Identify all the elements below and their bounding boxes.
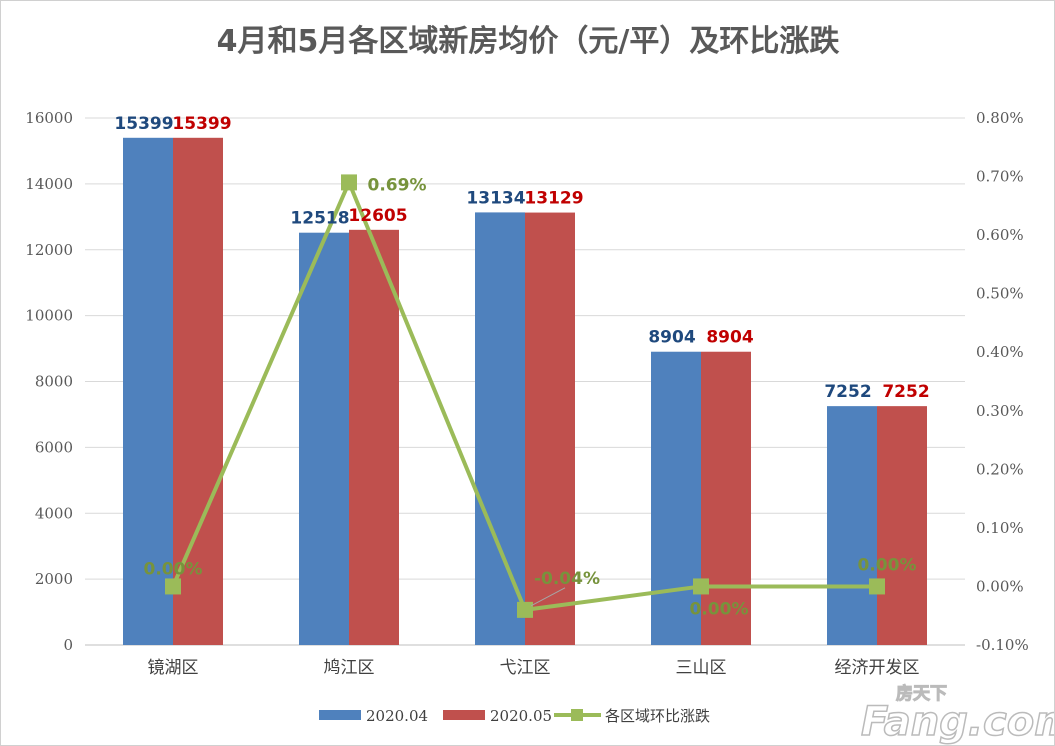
bar-2020.04: [299, 232, 349, 646]
bar-data-label: 12605: [348, 206, 407, 226]
category-label: 鸠江区: [324, 658, 375, 678]
watermark-sub: 房天下: [896, 683, 947, 704]
bar-data-label: 15399: [114, 114, 173, 134]
line-data-label: 0.00%: [690, 599, 749, 619]
left-tick-label: 6000: [35, 438, 73, 456]
left-tick-label: 10000: [25, 307, 73, 325]
left-tick-label: 0: [63, 636, 73, 654]
line-data-label: -0.04%: [534, 569, 600, 589]
bar-2020.04: [651, 351, 701, 645]
line-data-label: 0.00%: [144, 559, 203, 579]
category-label: 三山区: [676, 658, 727, 678]
bar-data-label: 13134: [466, 188, 525, 208]
category-label: 弋江区: [500, 658, 551, 678]
right-tick-label: 0.40%: [976, 343, 1024, 361]
left-tick-label: 4000: [35, 504, 73, 522]
left-tick-label: 2000: [35, 570, 73, 588]
right-tick-label: 0.70%: [976, 168, 1024, 186]
leader-line: [530, 587, 566, 607]
right-tick-label: 0.10%: [976, 519, 1024, 537]
category-label: 经济开发区: [835, 658, 920, 678]
legend-swatch-2020-05: [443, 710, 485, 720]
left-tick-label: 8000: [35, 373, 73, 391]
right-tick-label: 0.30%: [976, 402, 1024, 420]
bar-2020.05: [701, 351, 751, 645]
bar-2020.05: [173, 137, 223, 645]
line-marker: [693, 578, 709, 595]
left-tick-label: 16000: [25, 109, 73, 127]
bar-data-label: 7252: [824, 382, 871, 402]
bar-data-label: 13129: [524, 189, 583, 209]
watermark-logo: Fang.com: [861, 699, 1055, 745]
bar-data-label: 8904: [648, 328, 695, 348]
right-tick-label: 0.50%: [976, 285, 1024, 303]
line-data-label: 0.69%: [368, 175, 427, 195]
bar-2020.05: [525, 212, 575, 645]
line-marker: [517, 601, 533, 618]
right-tick-label: 0.80%: [976, 109, 1024, 127]
legend-marker: [571, 709, 583, 721]
right-tick-label: 0.60%: [976, 226, 1024, 244]
left-tick-label: 14000: [25, 175, 73, 193]
legend-label: 2020.04: [366, 707, 428, 725]
bar-2020.05: [877, 406, 927, 645]
line-data-label: 0.00%: [858, 555, 917, 575]
bar-data-label: 8904: [706, 328, 753, 348]
legend-swatch-2020-04: [319, 710, 361, 720]
bar-2020.04: [123, 137, 173, 645]
line-marker: [869, 578, 885, 595]
bar-data-label: 15399: [172, 114, 231, 134]
bar-data-label: 7252: [882, 382, 929, 402]
watermark: 房天下 Fang.com: [860, 683, 1055, 746]
bar-data-label: 12518: [290, 209, 349, 229]
line-marker: [341, 174, 357, 191]
category-label: 镜湖区: [148, 658, 199, 678]
right-tick-label: -0.10%: [976, 636, 1029, 654]
right-tick-label: 0.20%: [976, 460, 1024, 478]
right-tick-label: 0.00%: [976, 577, 1024, 595]
line-marker: [165, 578, 181, 595]
left-tick-label: 12000: [25, 241, 73, 259]
legend-label: 2020.05: [490, 707, 552, 725]
legend-label: 各区域环比涨跌: [605, 707, 710, 725]
bar-2020.04: [475, 212, 525, 646]
bar-2020.05: [349, 229, 399, 645]
bar-2020.04: [827, 406, 877, 645]
chart-title: 4月和5月各区域新房均价（元/平）及环比涨跌: [217, 24, 840, 59]
